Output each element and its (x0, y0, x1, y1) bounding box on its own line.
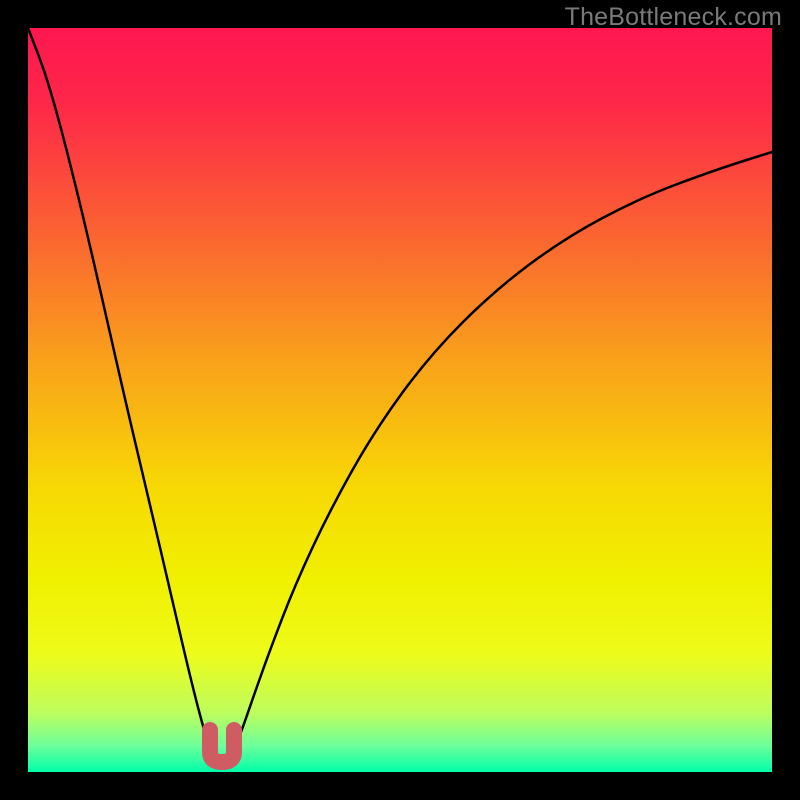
plot-background (28, 28, 772, 772)
chart-container: TheBottleneck.com (0, 0, 800, 800)
chart-svg (0, 0, 800, 800)
watermark-text: TheBottleneck.com (565, 3, 782, 32)
